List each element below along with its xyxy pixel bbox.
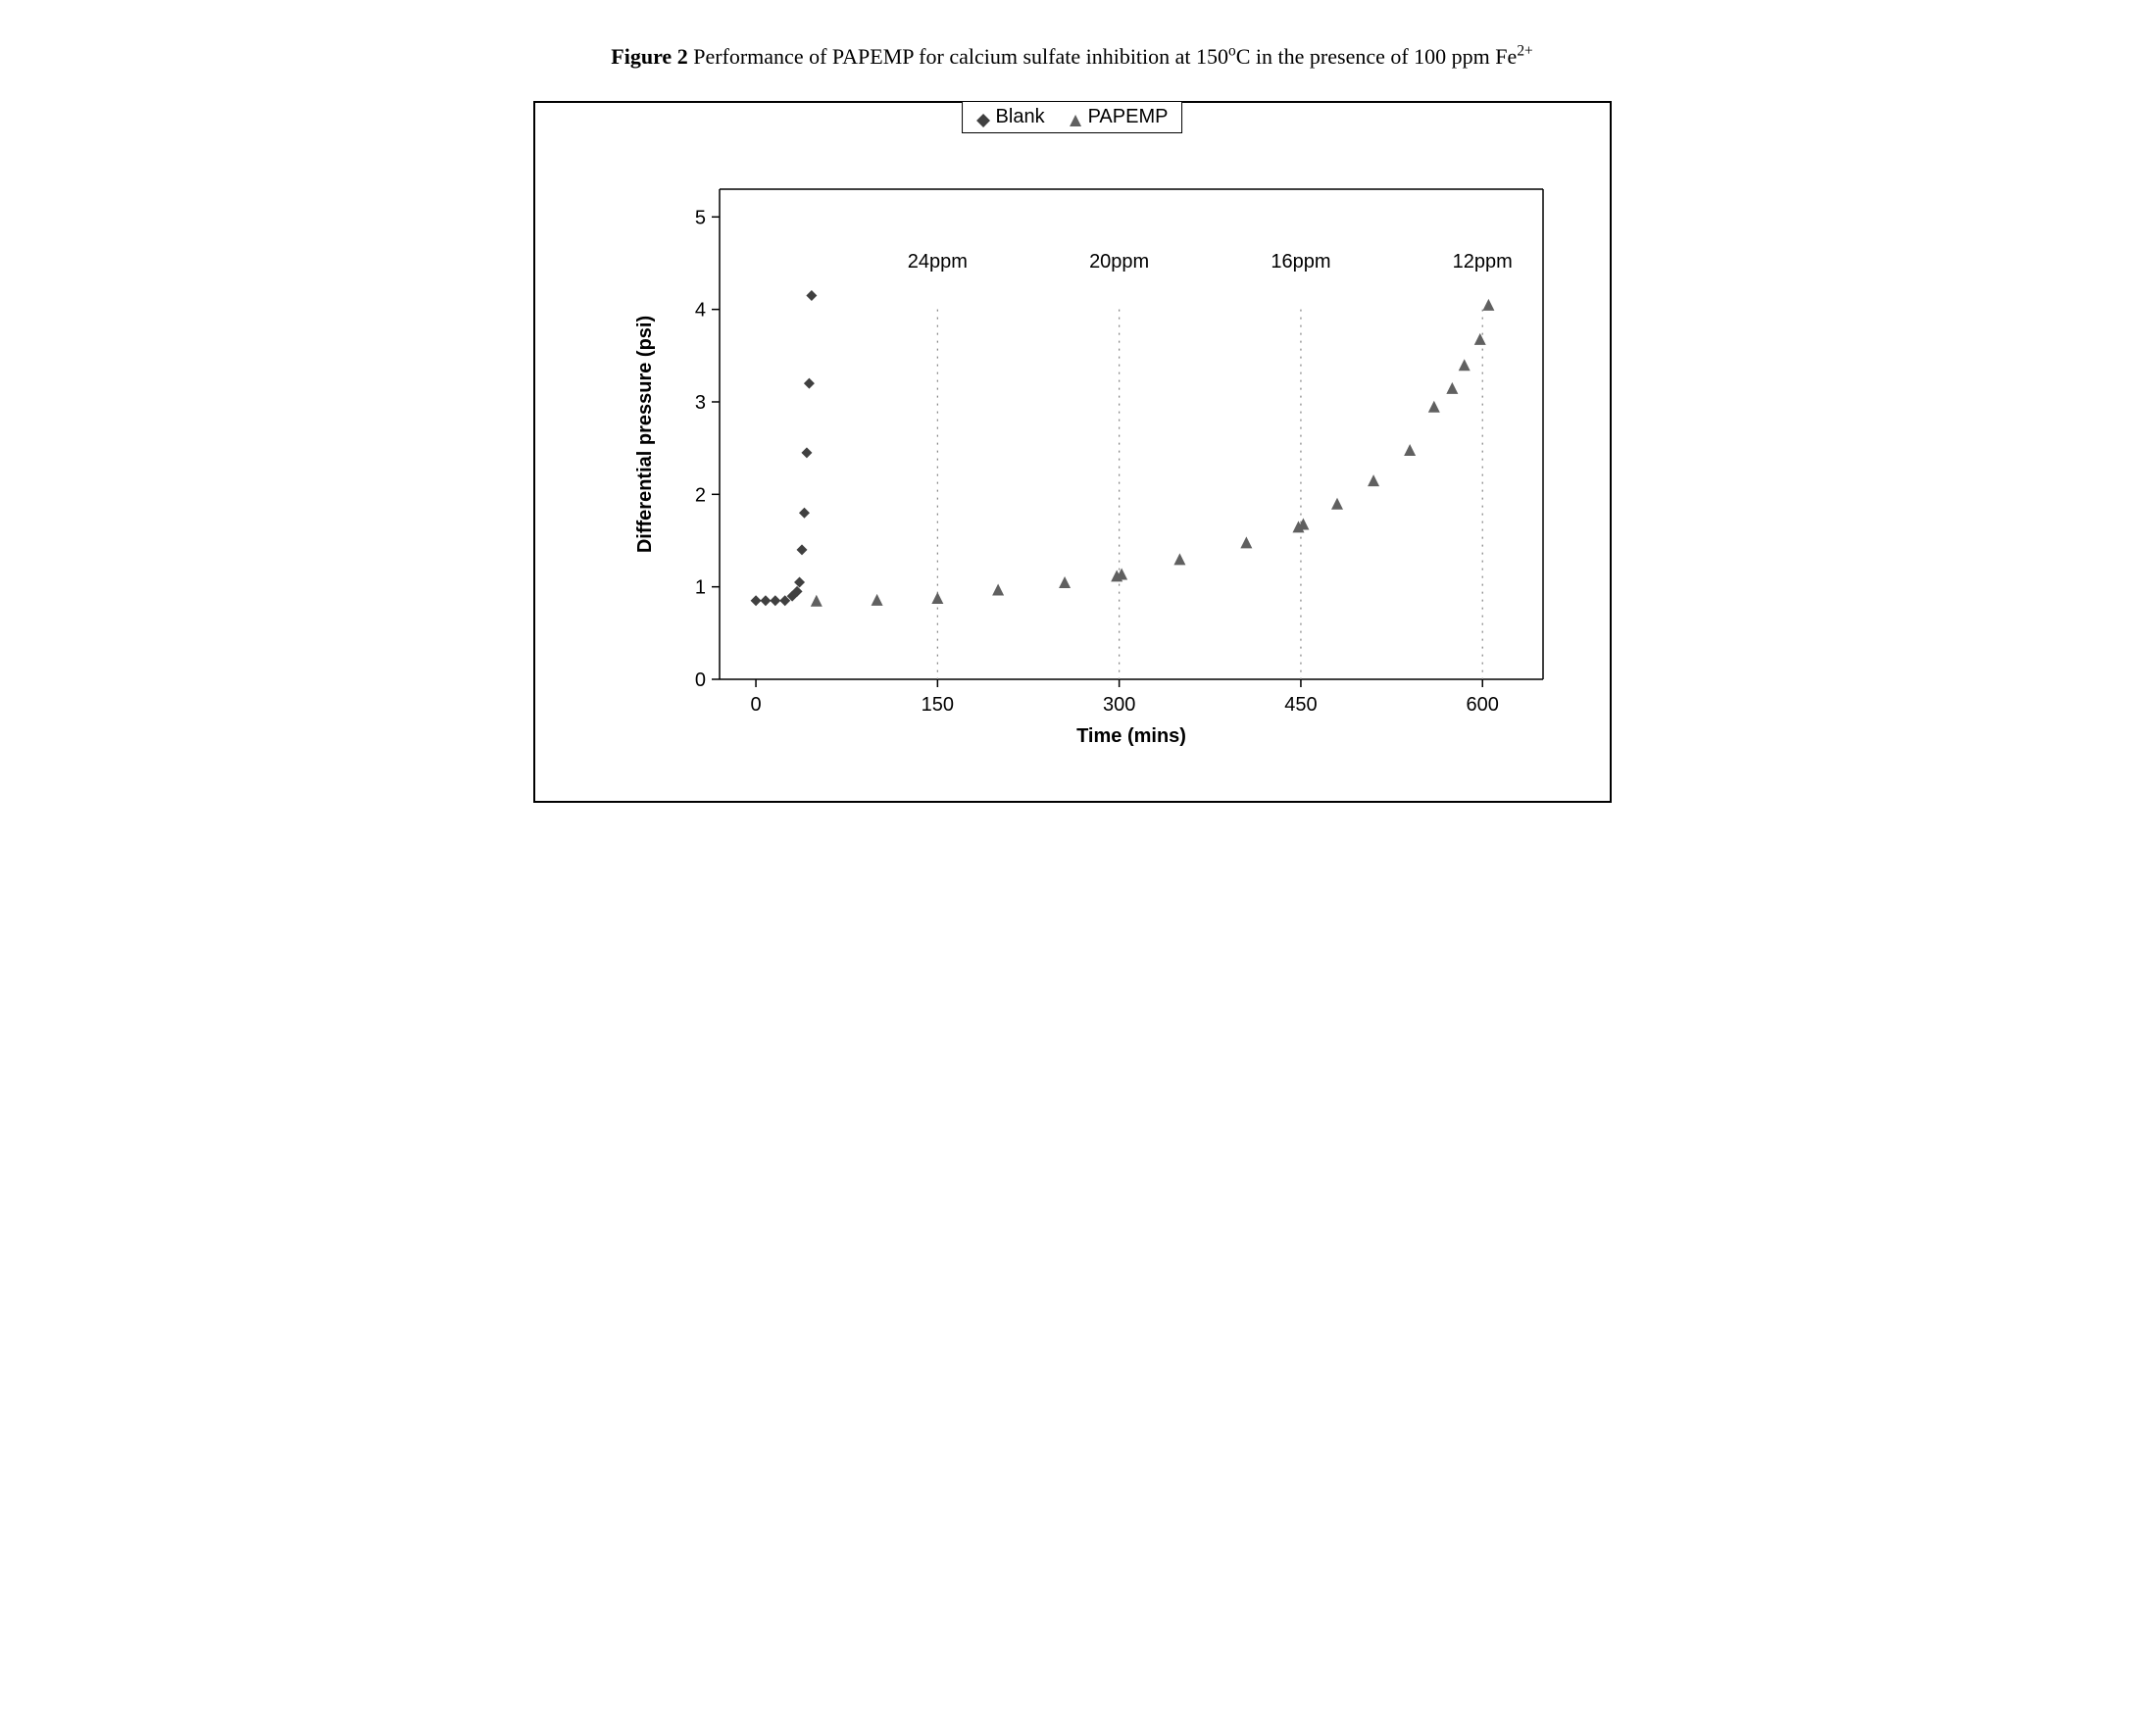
triangle-marker bbox=[992, 584, 1004, 596]
legend-label-blank: Blank bbox=[996, 106, 1045, 128]
legend-item-blank: Blank bbox=[976, 106, 1045, 128]
scatter-chart: 0 150 300 450 600 0 1 2 3 4 5 Time (mins) Differenti… bbox=[582, 150, 1563, 777]
diamond-marker bbox=[801, 448, 812, 459]
legend-diamond-shape bbox=[976, 114, 990, 127]
ppm-label: 16ppm bbox=[1271, 251, 1330, 273]
diamond-marker bbox=[770, 595, 780, 606]
y-tick-label: 1 bbox=[694, 577, 705, 599]
chart-legend: Blank PAPEMP bbox=[962, 101, 1183, 133]
triangle-marker bbox=[1173, 554, 1185, 566]
x-tick-label: 150 bbox=[921, 694, 953, 716]
legend-triangle-shape bbox=[1070, 115, 1081, 126]
legend-item-papemp: PAPEMP bbox=[1069, 106, 1169, 128]
figure-caption: Figure 2 Performance of PAPEMP for calci… bbox=[533, 39, 1612, 74]
diamond-marker bbox=[750, 595, 761, 606]
diamond-marker bbox=[760, 595, 771, 606]
figure-container: Figure 2 Performance of PAPEMP for calci… bbox=[533, 39, 1612, 803]
y-tick-label: 4 bbox=[694, 300, 705, 322]
y-axis-label: Differential pressure (psi) bbox=[634, 316, 656, 553]
triangle-marker bbox=[1404, 444, 1416, 456]
legend-label-papemp: PAPEMP bbox=[1088, 106, 1169, 128]
diamond-icon bbox=[976, 111, 990, 124]
triangle-marker bbox=[1240, 537, 1252, 549]
triangle-marker bbox=[931, 592, 943, 604]
triangle-marker bbox=[1482, 299, 1494, 311]
x-tick-label: 300 bbox=[1102, 694, 1134, 716]
x-tick-label: 600 bbox=[1466, 694, 1498, 716]
triangle-icon bbox=[1069, 111, 1082, 124]
triangle-marker bbox=[1446, 382, 1458, 394]
triangle-marker bbox=[1368, 474, 1379, 486]
triangle-marker bbox=[1331, 498, 1343, 510]
caption-ion-charge: 2+ bbox=[1517, 43, 1532, 60]
triangle-marker bbox=[1427, 401, 1439, 413]
y-tick-label: 2 bbox=[694, 485, 705, 507]
triangle-marker bbox=[1473, 333, 1485, 345]
triangle-marker bbox=[1458, 359, 1470, 371]
y-tick-label: 0 bbox=[694, 670, 705, 691]
triangle-marker bbox=[1059, 576, 1071, 588]
y-tick-label: 5 bbox=[694, 207, 705, 228]
diamond-marker bbox=[803, 378, 814, 389]
diamond-marker bbox=[796, 545, 807, 556]
triangle-marker bbox=[810, 595, 822, 607]
caption-degree: o bbox=[1228, 43, 1236, 60]
chart-outer-frame: Blank PAPEMP 0 150 300 450 600 0 1 2 3 4 5 Time (mi… bbox=[533, 101, 1612, 803]
x-tick-label: 0 bbox=[750, 694, 761, 716]
ppm-label: 12ppm bbox=[1452, 251, 1512, 273]
diamond-marker bbox=[794, 577, 805, 588]
triangle-marker bbox=[871, 594, 882, 606]
diamond-marker bbox=[798, 508, 809, 519]
ppm-label: 20ppm bbox=[1089, 251, 1149, 273]
ppm-label: 24ppm bbox=[907, 251, 967, 273]
caption-part2: C in the presence of 100 ppm Fe bbox=[1236, 44, 1518, 69]
diamond-marker bbox=[806, 290, 817, 301]
y-tick-label: 3 bbox=[694, 392, 705, 414]
x-tick-label: 450 bbox=[1284, 694, 1317, 716]
figure-number: Figure 2 bbox=[611, 44, 687, 69]
caption-part1: Performance of PAPEMP for calcium sulfat… bbox=[688, 44, 1228, 69]
x-axis-label: Time (mins) bbox=[1076, 725, 1186, 747]
